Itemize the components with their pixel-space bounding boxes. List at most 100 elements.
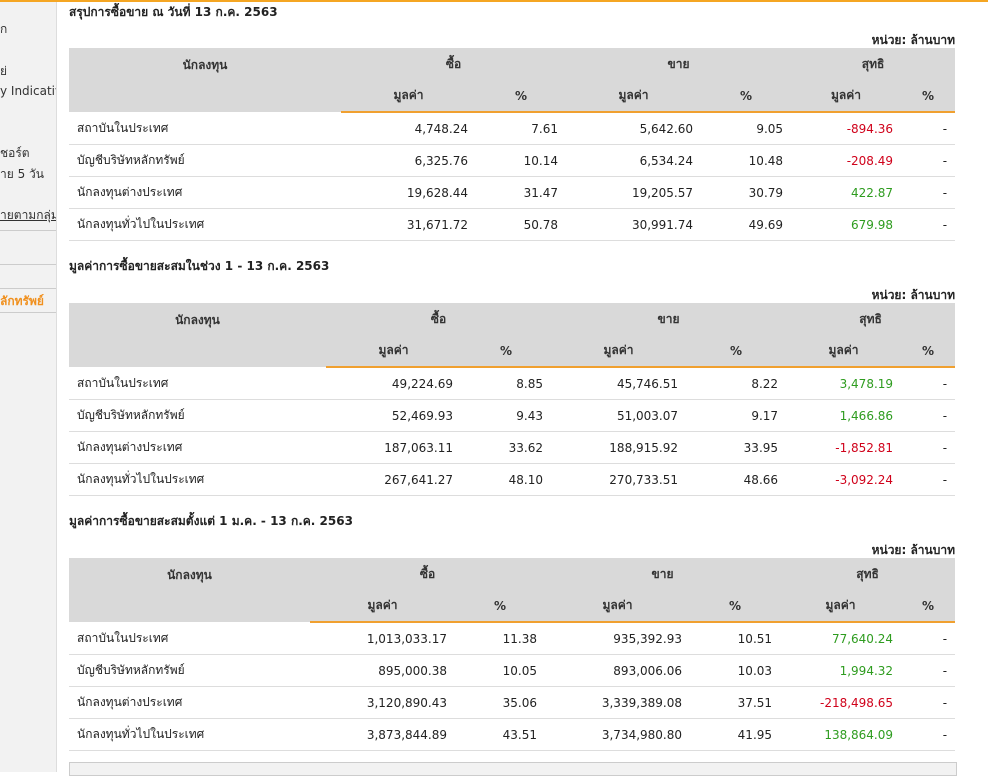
buy-value: 31,671.72 xyxy=(341,208,476,241)
table-row: สถาบันในประเทศ 1,013,033.17 11.38 935,39… xyxy=(69,622,956,655)
sell-pct: 41.95 xyxy=(690,718,781,751)
buy-pct: 48.10 xyxy=(461,463,552,496)
sell-pct: 49.69 xyxy=(701,208,792,241)
header-value: มูลค่า xyxy=(780,590,902,623)
header-investor: นักลงทุน xyxy=(69,558,310,622)
sidebar-divider xyxy=(0,264,56,265)
net-value: 77,640.24 xyxy=(780,622,902,655)
buy-value: 3,120,890.43 xyxy=(310,686,455,719)
sidebar: ก ย่ y Indicative ชอร์ต าย 5 วัน ายตามกล… xyxy=(0,2,57,772)
header-buy: ซื้อ xyxy=(310,558,546,590)
investor-name: สถาบันในประเทศ xyxy=(69,112,341,145)
header-net: สุทธิ xyxy=(791,48,956,80)
net-value: -208.49 xyxy=(791,144,902,177)
net-value: 3,478.19 xyxy=(786,367,902,400)
sell-value: 19,205.57 xyxy=(566,176,702,209)
net-pct: - xyxy=(901,399,956,432)
buy-value: 6,325.76 xyxy=(341,144,476,177)
sell-pct: 8.22 xyxy=(686,367,787,400)
net-value: 1,994.32 xyxy=(780,654,902,687)
net-pct: - xyxy=(901,112,956,145)
section-title: มูลค่าการซื้อขายสะสมในช่วง 1 - 13 ก.ค. 2… xyxy=(69,259,330,273)
header-sell: ขาย xyxy=(551,303,787,335)
net-value: 138,864.09 xyxy=(780,718,902,751)
sidebar-item-4[interactable]: าย 5 วัน xyxy=(0,167,44,181)
sell-value: 935,392.93 xyxy=(545,622,691,655)
investor-name: บัญชีบริษัทหลักทรัพย์ xyxy=(69,144,341,177)
sell-pct: 37.51 xyxy=(690,686,781,719)
sidebar-item-0[interactable]: ก xyxy=(0,22,8,36)
sell-pct: 9.05 xyxy=(701,112,792,145)
investor-name: นักลงทุนทั่วไปในประเทศ xyxy=(69,463,326,496)
sidebar-item-1[interactable]: ย่ xyxy=(0,64,8,78)
buy-value: 49,224.69 xyxy=(326,367,461,400)
investor-name: นักลงทุนทั่วไปในประเทศ xyxy=(69,718,310,751)
net-value: -1,852.81 xyxy=(786,431,902,464)
buy-pct: 11.38 xyxy=(455,622,546,655)
header-value: มูลค่า xyxy=(786,335,902,368)
buy-value: 267,641.27 xyxy=(326,463,461,496)
sell-value: 3,734,980.80 xyxy=(545,718,691,751)
net-pct: - xyxy=(901,718,956,751)
header-pct: % xyxy=(455,590,546,623)
table-row: บัญชีบริษัทหลักทรัพย์ 895,000.38 10.05 8… xyxy=(69,654,956,687)
sidebar-item-3[interactable]: ชอร์ต xyxy=(0,146,30,160)
header-sell: ขาย xyxy=(545,558,781,590)
header-pct: % xyxy=(901,590,956,623)
investor-name: นักลงทุนทั่วไปในประเทศ xyxy=(69,208,341,241)
header-net: สุทธิ xyxy=(786,303,956,335)
sell-pct: 33.95 xyxy=(686,431,787,464)
header-pct: % xyxy=(686,335,787,368)
header-value: มูลค่า xyxy=(791,80,902,113)
buy-value: 895,000.38 xyxy=(310,654,455,687)
table-row: บัญชีบริษัทหลักทรัพย์ 6,325.76 10.14 6,5… xyxy=(69,144,956,177)
sidebar-divider xyxy=(0,312,56,313)
buy-pct: 10.14 xyxy=(476,144,567,177)
header-pct: % xyxy=(901,80,956,113)
buy-value: 52,469.93 xyxy=(326,399,461,432)
header-pct: % xyxy=(476,80,567,113)
header-investor: นักลงทุน xyxy=(69,303,326,367)
buy-pct: 33.62 xyxy=(461,431,552,464)
sidebar-item-2[interactable]: y Indicative xyxy=(0,84,56,98)
table-row: นักลงทุนทั่วไปในประเทศ 3,873,844.89 43.5… xyxy=(69,718,956,751)
header-value: มูลค่า xyxy=(545,590,691,623)
table-row: บัญชีบริษัทหลักทรัพย์ 52,469.93 9.43 51,… xyxy=(69,399,956,432)
header-value: มูลค่า xyxy=(551,335,687,368)
header-value: มูลค่า xyxy=(326,335,461,368)
net-pct: - xyxy=(901,622,956,655)
table-row: นักลงทุนต่างประเทศ 19,628.44 31.47 19,20… xyxy=(69,176,956,209)
header-buy: ซื้อ xyxy=(341,48,567,80)
sell-pct: 10.48 xyxy=(701,144,792,177)
header-pct: % xyxy=(690,590,781,623)
sidebar-item-5[interactable]: ายตามกลุ่ม xyxy=(0,208,57,222)
accumulated-year-table: นักลงทุน ซื้อ ขาย สุทธิ มูลค่า % มูลค่า … xyxy=(69,558,956,751)
top-accent-line xyxy=(0,0,988,2)
net-value: 422.87 xyxy=(791,176,902,209)
net-pct: - xyxy=(901,431,956,464)
buy-value: 1,013,033.17 xyxy=(310,622,455,655)
table-row: นักลงทุนต่างประเทศ 187,063.11 33.62 188,… xyxy=(69,431,956,464)
sell-value: 3,339,389.08 xyxy=(545,686,691,719)
accumulated-month-table: นักลงทุน ซื้อ ขาย สุทธิ มูลค่า % มูลค่า … xyxy=(69,303,956,496)
buy-pct: 35.06 xyxy=(455,686,546,719)
header-pct: % xyxy=(701,80,792,113)
sidebar-item-6[interactable]: ลักทรัพย์ xyxy=(0,294,44,308)
sell-pct: 10.51 xyxy=(690,622,781,655)
buy-pct: 7.61 xyxy=(476,112,567,145)
buy-pct: 9.43 xyxy=(461,399,552,432)
net-value: -218,498.65 xyxy=(780,686,902,719)
header-pct: % xyxy=(461,335,552,368)
investor-name: สถาบันในประเทศ xyxy=(69,367,326,400)
investor-name: นักลงทุนต่างประเทศ xyxy=(69,176,341,209)
sell-value: 188,915.92 xyxy=(551,431,687,464)
buy-value: 19,628.44 xyxy=(341,176,476,209)
header-value: มูลค่า xyxy=(566,80,702,113)
unit-label: หน่วย: ล้านบาท xyxy=(871,33,955,47)
table-row: สถาบันในประเทศ 4,748.24 7.61 5,642.60 9.… xyxy=(69,112,956,145)
buy-value: 3,873,844.89 xyxy=(310,718,455,751)
buy-pct: 8.85 xyxy=(461,367,552,400)
net-value: 1,466.86 xyxy=(786,399,902,432)
sell-pct: 10.03 xyxy=(690,654,781,687)
buy-pct: 10.05 xyxy=(455,654,546,687)
